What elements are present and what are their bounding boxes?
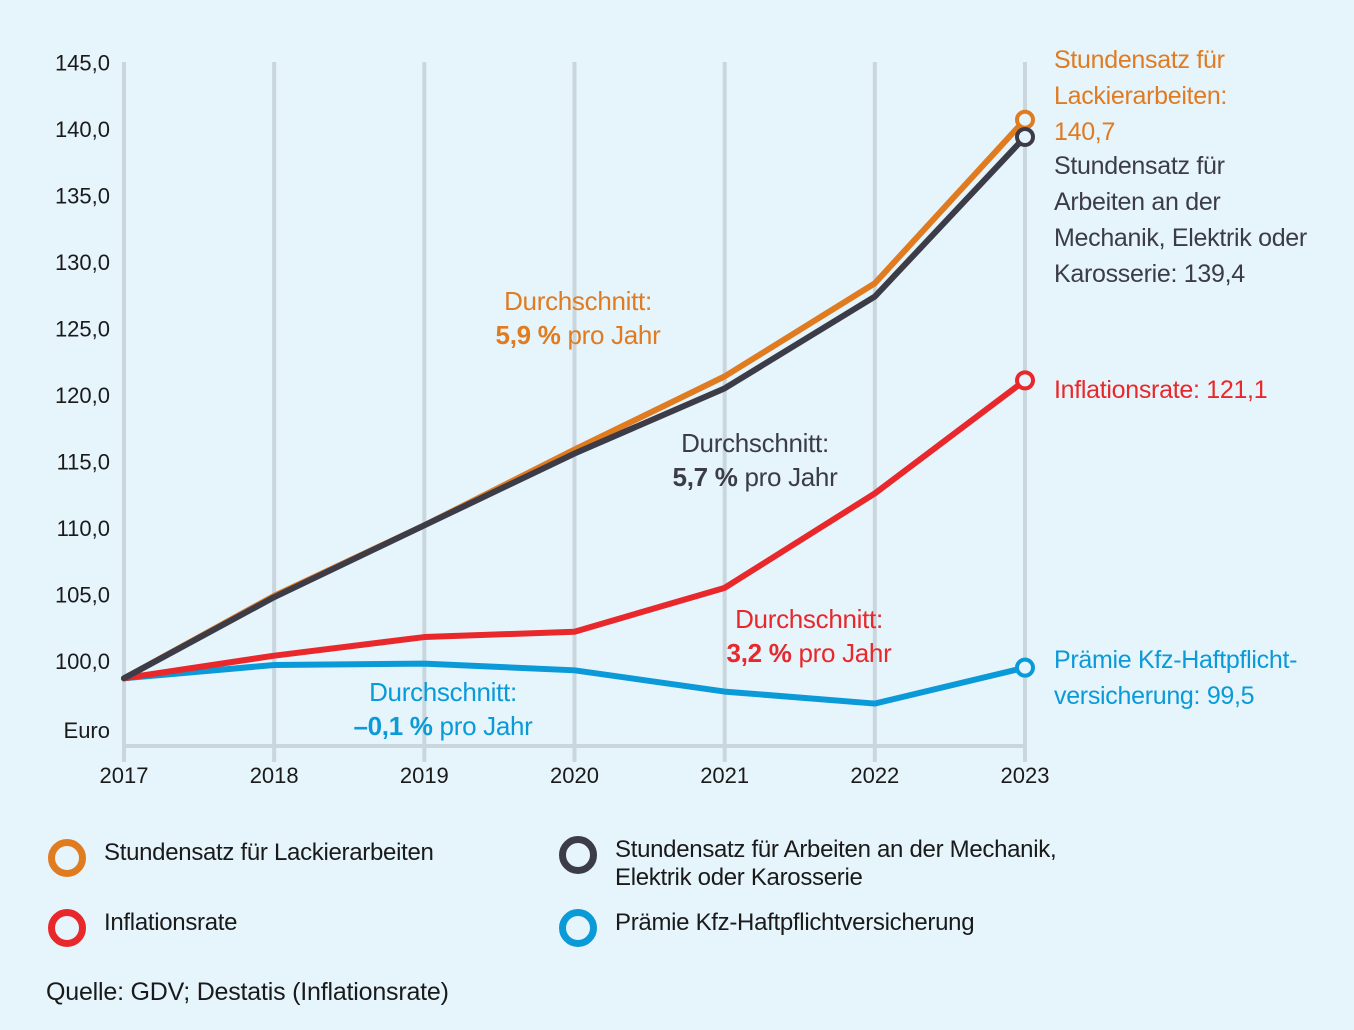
y-tick-label: 105,0 bbox=[55, 583, 110, 608]
end-label-line: Mechanik, Elektrik oder bbox=[1054, 224, 1307, 252]
legend-label: Stundensatz für Lackierarbeiten bbox=[104, 839, 434, 866]
avg-rate-suffix: pro Jahr bbox=[560, 320, 661, 350]
x-tick-label: 2021 bbox=[700, 763, 749, 788]
avg-label-heading: Durchschnitt: bbox=[681, 428, 829, 458]
legend-item-kfz-praemie: Prämie Kfz-Haftpflichtversicherung bbox=[559, 909, 975, 947]
y-tick-label: 140,0 bbox=[55, 117, 110, 142]
avg-label-heading: Durchschnitt: bbox=[504, 286, 652, 316]
legend-item-lackierarbeiten: Stundensatz für Lackierarbeiten bbox=[48, 839, 434, 877]
x-axis: 2017 2018 2019 2020 2021 2022 2023 bbox=[100, 763, 1050, 788]
end-label-line: Stundensatz für bbox=[1054, 46, 1225, 74]
end-label-line: Prämie Kfz-Haftpflicht- bbox=[1054, 646, 1298, 674]
avg-rate-suffix: pro Jahr bbox=[791, 638, 892, 668]
end-label-line: Stundensatz für bbox=[1054, 152, 1225, 180]
avg-label-value: 3,2 % pro Jahr bbox=[727, 636, 892, 670]
grid-lines bbox=[122, 62, 1027, 762]
x-tick-label: 2022 bbox=[850, 763, 899, 788]
y-tick-label: 120,0 bbox=[55, 383, 110, 408]
x-tick-label: 2017 bbox=[100, 763, 149, 788]
avg-annotation-inflationsrate: Durchschnitt: 3,2 % pro Jahr bbox=[727, 602, 892, 670]
legend-item-inflationsrate: Inflationsrate bbox=[48, 909, 238, 947]
y-tick-label: 125,0 bbox=[55, 317, 110, 342]
end-marker-infl bbox=[1015, 370, 1035, 391]
y-tick-label: 100,0 bbox=[55, 649, 110, 674]
legend-ring-icon bbox=[48, 909, 86, 947]
end-label-mechanik: Stundensatz für Arbeiten an der Mechanik, … bbox=[1054, 148, 1307, 292]
end-marker-mech bbox=[1015, 126, 1035, 147]
end-label-line: Arbeiten an der bbox=[1054, 188, 1221, 216]
avg-annotation-lackierarbeiten: Durchschnitt: 5,9 % pro Jahr bbox=[496, 284, 661, 352]
avg-rate-suffix: pro Jahr bbox=[737, 462, 838, 492]
avg-rate: 5,7 % bbox=[672, 462, 738, 492]
legend-ring-icon bbox=[559, 836, 597, 874]
x-tick-label: 2019 bbox=[400, 763, 449, 788]
y-tick-label: 135,0 bbox=[55, 184, 110, 209]
avg-rate: 5,9 % bbox=[495, 320, 561, 350]
y-tick-label: 115,0 bbox=[57, 450, 110, 475]
avg-annotation-mechanik: Durchschnitt: 5,7 % pro Jahr bbox=[673, 426, 838, 494]
legend-item-mechanik: Stundensatz für Arbeiten an der Mechanik… bbox=[559, 836, 1075, 892]
avg-annotation-kfz-praemie: Durchschnitt: –0,1 % pro Jahr bbox=[353, 675, 532, 743]
end-label-line: Inflationsrate: 121,1 bbox=[1054, 376, 1268, 404]
end-label-line: versicherung: 99,5 bbox=[1054, 682, 1255, 710]
y-unit-label: Euro bbox=[64, 718, 110, 743]
y-tick-label: 110,0 bbox=[57, 516, 110, 541]
legend-ring-icon bbox=[559, 909, 597, 947]
end-label-line: 140,7 bbox=[1054, 118, 1116, 146]
avg-label-value: –0,1 % pro Jahr bbox=[353, 709, 532, 743]
x-tick-label: 2020 bbox=[550, 763, 599, 788]
end-marker-kfz bbox=[1015, 657, 1035, 678]
end-label-line: Lackierarbeiten: bbox=[1054, 82, 1228, 110]
x-tick-label: 2018 bbox=[250, 763, 299, 788]
avg-rate: –0,1 % bbox=[353, 711, 433, 741]
avg-label-heading: Durchschnitt: bbox=[369, 677, 517, 707]
end-label-kfz-praemie: Prämie Kfz-Haftpflicht-versicherung: 99,… bbox=[1054, 642, 1297, 714]
end-marker-lack bbox=[1015, 109, 1035, 130]
legend-ring-icon bbox=[48, 839, 86, 877]
legend-label: Prämie Kfz-Haftpflichtversicherung bbox=[615, 909, 975, 936]
end-label-inflationsrate: Inflationsrate: 121,1 bbox=[1054, 372, 1268, 408]
source-note: Quelle: GDV; Destatis (Inflationsrate) bbox=[46, 978, 449, 1006]
avg-label-value: 5,9 % pro Jahr bbox=[496, 318, 661, 352]
y-tick-label: 145,0 bbox=[55, 51, 110, 76]
legend-label: Inflationsrate bbox=[104, 909, 238, 936]
avg-rate-suffix: pro Jahr bbox=[432, 711, 533, 741]
end-label-lackierarbeiten: Stundensatz für Lackierarbeiten: 140,7 bbox=[1054, 42, 1227, 150]
x-tick-label: 2023 bbox=[1001, 763, 1050, 788]
y-axis: 145,0 140,0 135,0 130,0 125,0 120,0 115,0 110,0… bbox=[55, 51, 110, 744]
series-lines bbox=[121, 116, 1028, 707]
y-tick-label: 130,0 bbox=[55, 250, 110, 275]
end-markers bbox=[1015, 109, 1035, 678]
avg-label-value: 5,7 % pro Jahr bbox=[673, 460, 838, 494]
end-label-line: Karosserie: 139,4 bbox=[1054, 260, 1245, 288]
avg-rate: 3,2 % bbox=[726, 638, 792, 668]
avg-label-heading: Durchschnitt: bbox=[735, 604, 883, 634]
legend-label: Stundensatz für Arbeiten an der Mechanik… bbox=[615, 836, 1057, 891]
